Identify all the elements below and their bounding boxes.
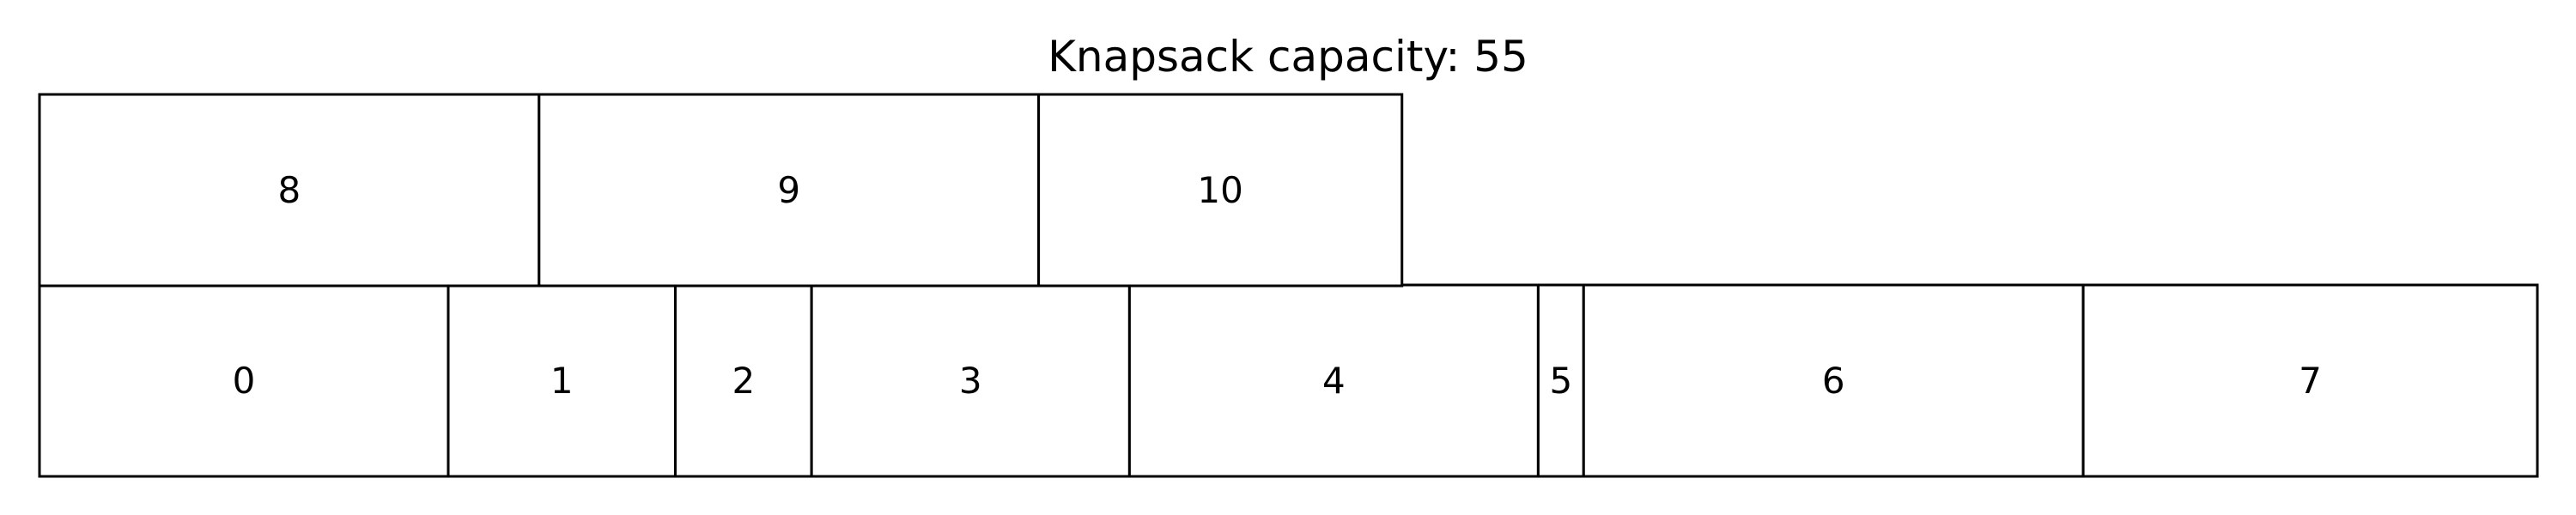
item-label: 0 — [233, 360, 256, 402]
item-label: 8 — [278, 169, 301, 211]
item-label: 9 — [777, 169, 800, 211]
item-label: 10 — [1197, 169, 1242, 211]
knapsack-item: 9 — [538, 93, 1041, 288]
knapsack-item: 2 — [673, 283, 813, 478]
item-label: 4 — [1322, 360, 1346, 402]
knapsack-item: 5 — [1536, 283, 1585, 478]
knapsack-item: 0 — [38, 283, 450, 478]
item-box — [538, 93, 1041, 288]
item-box — [673, 283, 813, 478]
item-box — [1582, 283, 2085, 478]
item-label: 5 — [1549, 360, 1572, 402]
item-label: 3 — [959, 360, 982, 402]
knapsack-item: 7 — [2081, 283, 2539, 478]
item-box — [810, 283, 1131, 478]
item-box — [38, 93, 541, 288]
knapsack-item: 3 — [810, 283, 1131, 478]
knapsack-item: 1 — [447, 283, 677, 478]
item-box — [1536, 283, 1585, 478]
knapsack-item: 6 — [1582, 283, 2085, 478]
knapsack-item: 8 — [38, 93, 541, 288]
item-box — [1127, 283, 1540, 478]
item-box — [2081, 283, 2539, 478]
item-box — [38, 283, 450, 478]
item-box — [1037, 93, 1404, 288]
knapsack-item: 10 — [1037, 93, 1404, 288]
item-label: 7 — [2299, 360, 2322, 402]
item-label: 6 — [1822, 360, 1845, 402]
item-label: 1 — [550, 360, 574, 402]
diagram-title: Knapsack capacity: 55 — [1048, 32, 1528, 82]
knapsack-item: 4 — [1127, 283, 1540, 478]
item-label: 2 — [732, 360, 755, 402]
